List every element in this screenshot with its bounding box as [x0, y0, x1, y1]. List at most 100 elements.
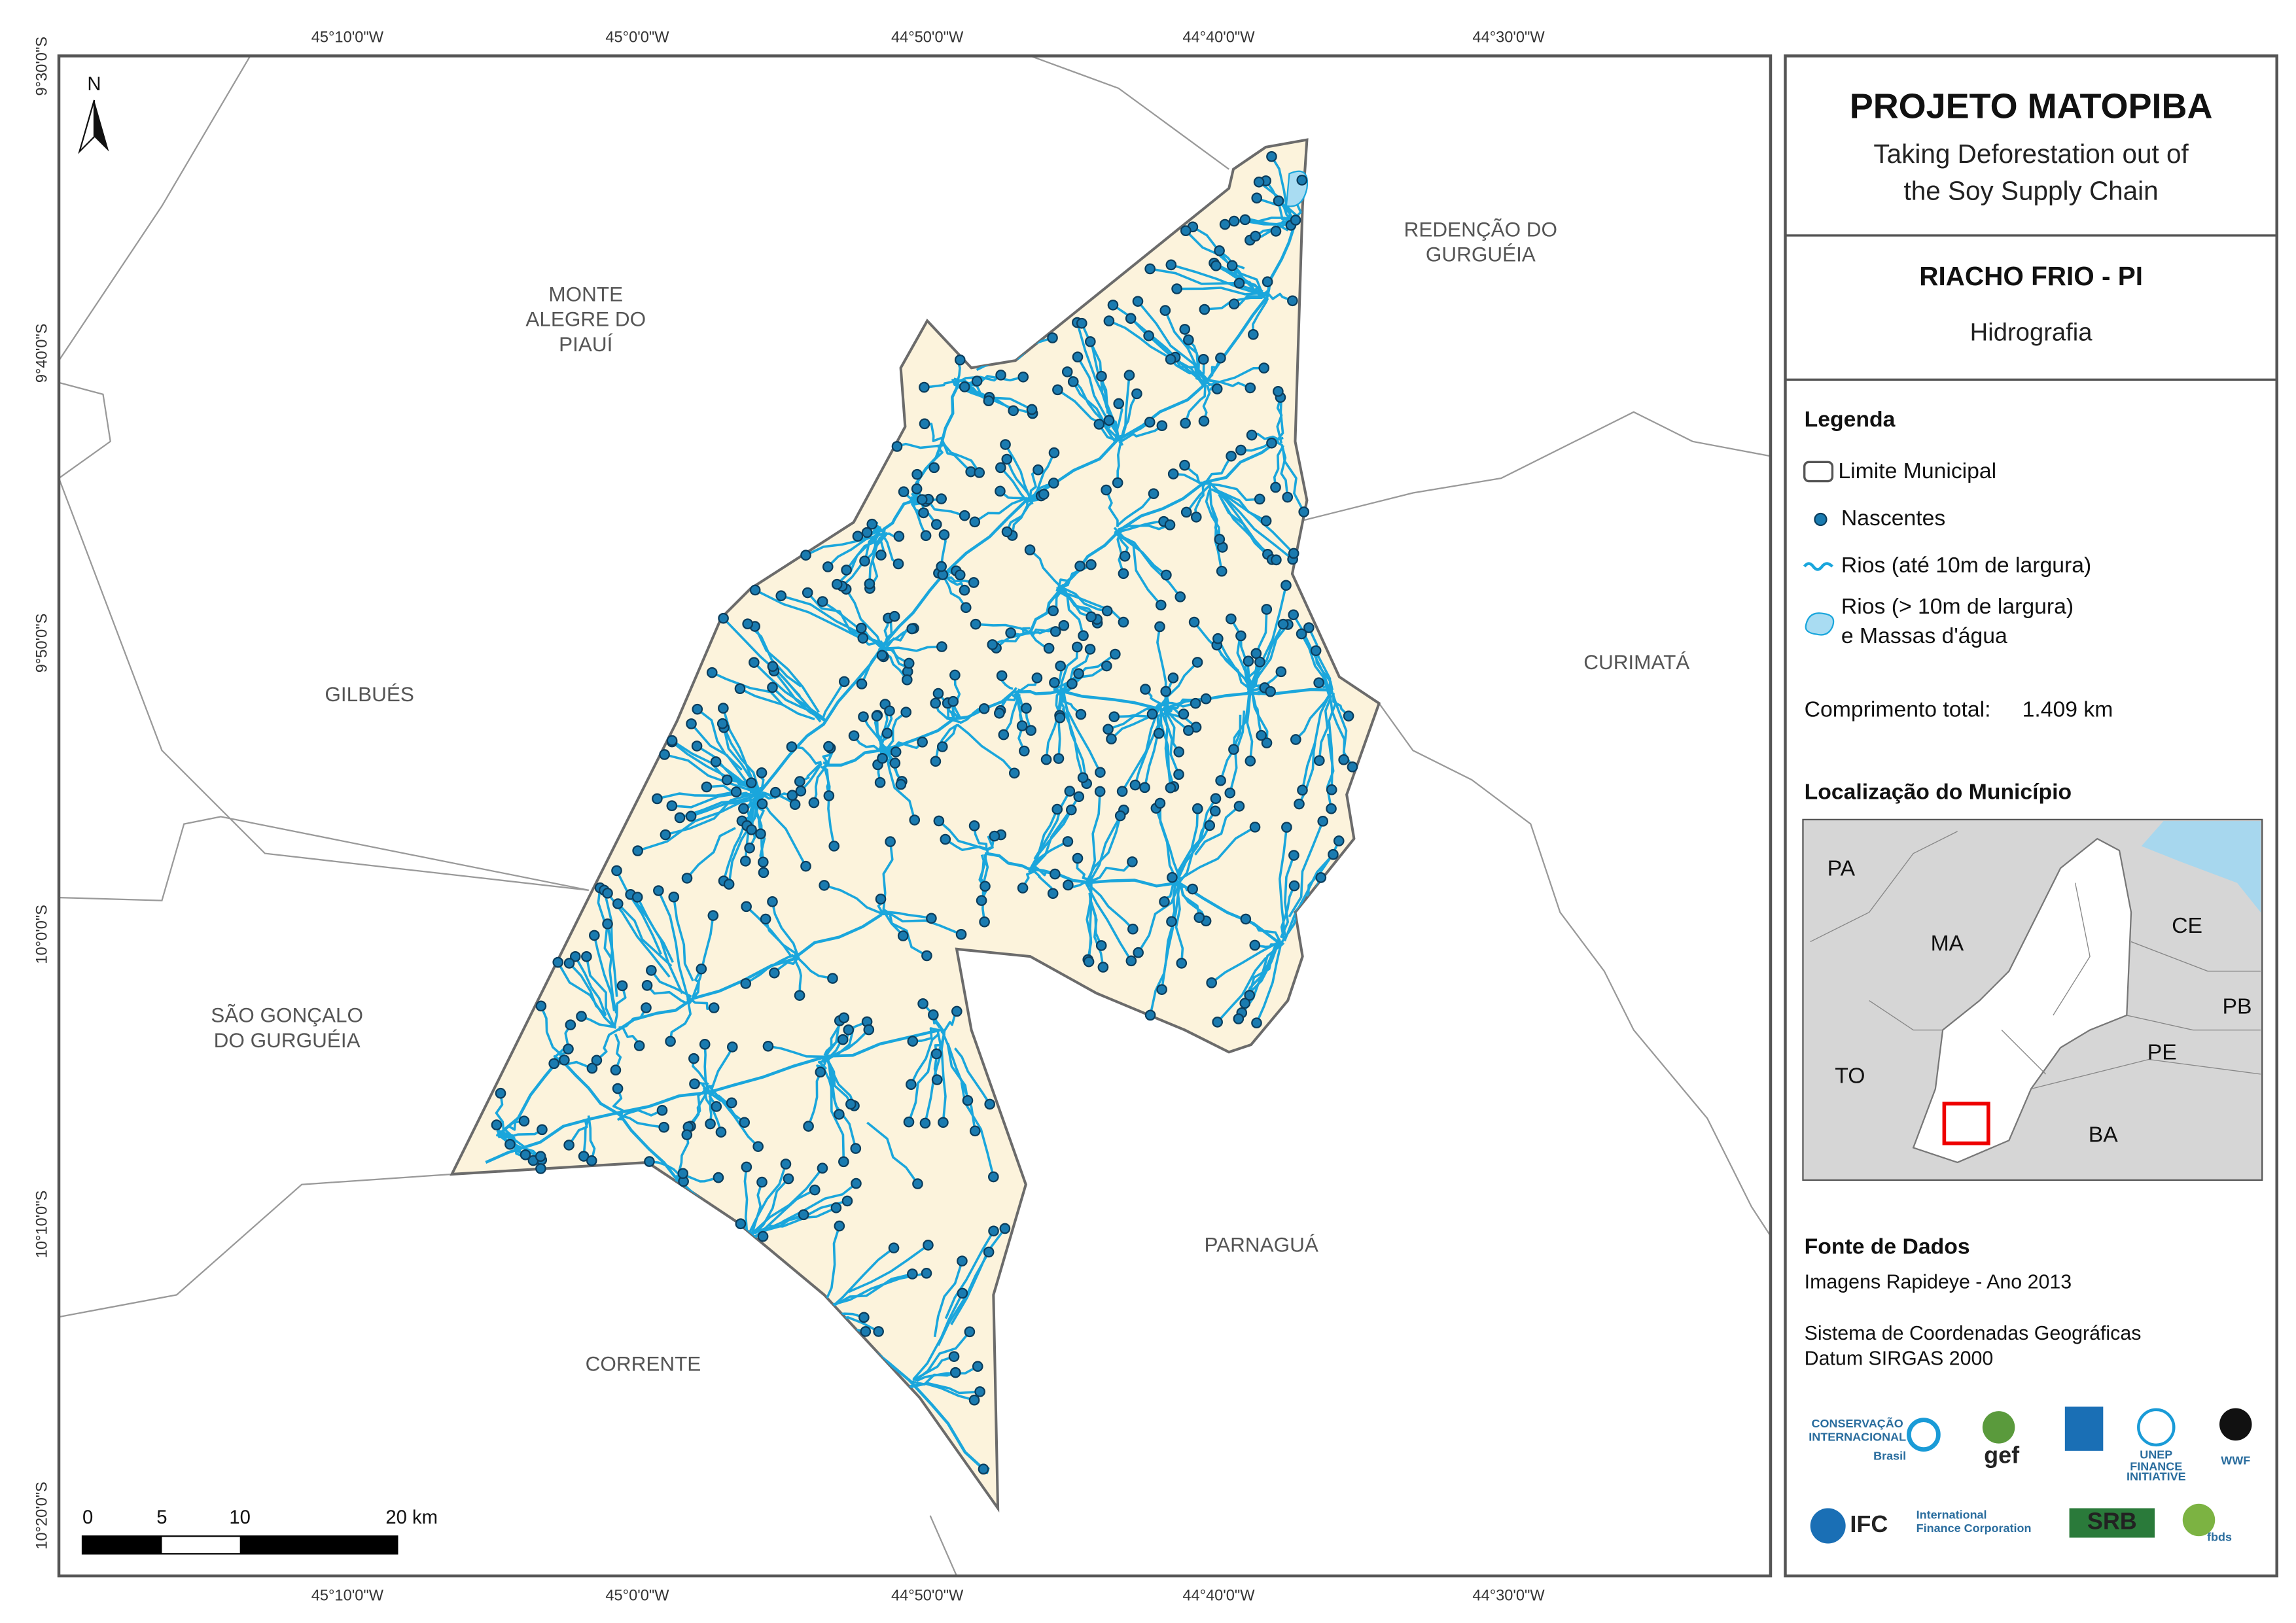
spring — [1048, 447, 1060, 459]
spring — [1176, 958, 1188, 969]
river — [862, 716, 885, 754]
river — [1300, 633, 1331, 697]
spring — [1298, 506, 1310, 517]
river — [828, 1247, 895, 1310]
spring — [978, 1463, 989, 1475]
spring — [1106, 733, 1117, 744]
spring — [930, 697, 942, 709]
river — [568, 962, 607, 1017]
spring — [819, 880, 830, 891]
spring — [588, 930, 600, 941]
source-line: Imagens Rapideye - Ano 2013 — [1805, 1271, 2072, 1293]
river — [753, 661, 823, 718]
spring — [1281, 822, 1292, 833]
spring — [978, 703, 990, 714]
municipality-label: GURGUÉIA — [1426, 243, 1536, 266]
spring — [757, 1230, 769, 1242]
spring — [1116, 786, 1128, 797]
river — [711, 671, 784, 706]
river — [1170, 879, 1178, 922]
river — [1086, 815, 1122, 882]
spring — [858, 711, 869, 722]
river — [1086, 809, 1125, 888]
spring — [1270, 481, 1281, 493]
river — [813, 762, 830, 803]
spring — [969, 1125, 981, 1137]
spring — [701, 781, 713, 793]
spring — [756, 767, 768, 778]
spring — [726, 1041, 738, 1053]
spring — [749, 657, 760, 668]
river — [821, 1272, 913, 1314]
spring — [1190, 512, 1202, 523]
spring — [1328, 848, 1339, 860]
river — [944, 1230, 995, 1319]
map-frame — [57, 54, 1773, 1578]
spring — [980, 881, 991, 892]
spring — [1211, 383, 1223, 394]
state-boundaries — [1810, 831, 2261, 1090]
boundary — [59, 381, 589, 891]
spring — [1073, 668, 1084, 680]
spring — [1265, 686, 1276, 697]
spring — [919, 418, 930, 430]
spring — [1048, 478, 1059, 489]
spring — [923, 1240, 934, 1251]
spring — [1024, 544, 1036, 555]
river — [821, 1225, 841, 1311]
north-label: N — [87, 74, 101, 95]
spring — [681, 873, 693, 884]
river — [1104, 489, 1119, 527]
spring — [1310, 645, 1322, 656]
spring — [974, 1386, 985, 1397]
river — [677, 1134, 690, 1175]
spring — [1347, 761, 1358, 773]
river — [722, 820, 747, 882]
spring — [1154, 797, 1166, 809]
spring — [852, 531, 864, 542]
river — [1116, 493, 1155, 527]
latitude-label: 9°30'0"S — [33, 37, 50, 96]
spring — [1245, 756, 1256, 767]
river — [800, 762, 823, 792]
spring — [859, 555, 870, 567]
river — [916, 1365, 979, 1382]
spring — [1244, 990, 1256, 1001]
river — [934, 724, 959, 762]
river — [1171, 264, 1263, 296]
river — [896, 442, 946, 449]
spring — [1215, 775, 1226, 786]
spring — [1266, 437, 1277, 449]
river — [1084, 881, 1133, 962]
river — [1121, 375, 1131, 438]
spring — [1008, 767, 1020, 779]
spring — [897, 930, 909, 941]
spring — [917, 737, 928, 748]
spring — [1183, 334, 1194, 345]
spring — [1210, 260, 1222, 271]
river — [953, 674, 961, 718]
spring — [954, 569, 966, 581]
spring — [979, 916, 990, 928]
spring — [612, 1083, 624, 1094]
spring — [1167, 468, 1179, 480]
spring — [1296, 628, 1307, 640]
river — [885, 752, 916, 821]
spring — [789, 799, 801, 811]
spring — [734, 683, 746, 695]
spring — [1065, 804, 1077, 816]
spring — [769, 967, 780, 979]
spring — [1156, 984, 1167, 995]
spring — [1288, 880, 1300, 892]
spring — [794, 776, 805, 787]
scale-segment — [82, 1536, 162, 1554]
logo-text: CONSERVAÇÃO — [1812, 1416, 1903, 1430]
spring — [699, 1039, 711, 1050]
spring — [666, 800, 678, 812]
latitude-label: 10°10'0"S — [33, 1191, 50, 1259]
spring — [1180, 417, 1191, 429]
river — [614, 1033, 622, 1071]
river — [1000, 466, 1027, 501]
logo-mark — [2137, 1408, 2176, 1447]
spring — [1085, 336, 1096, 347]
